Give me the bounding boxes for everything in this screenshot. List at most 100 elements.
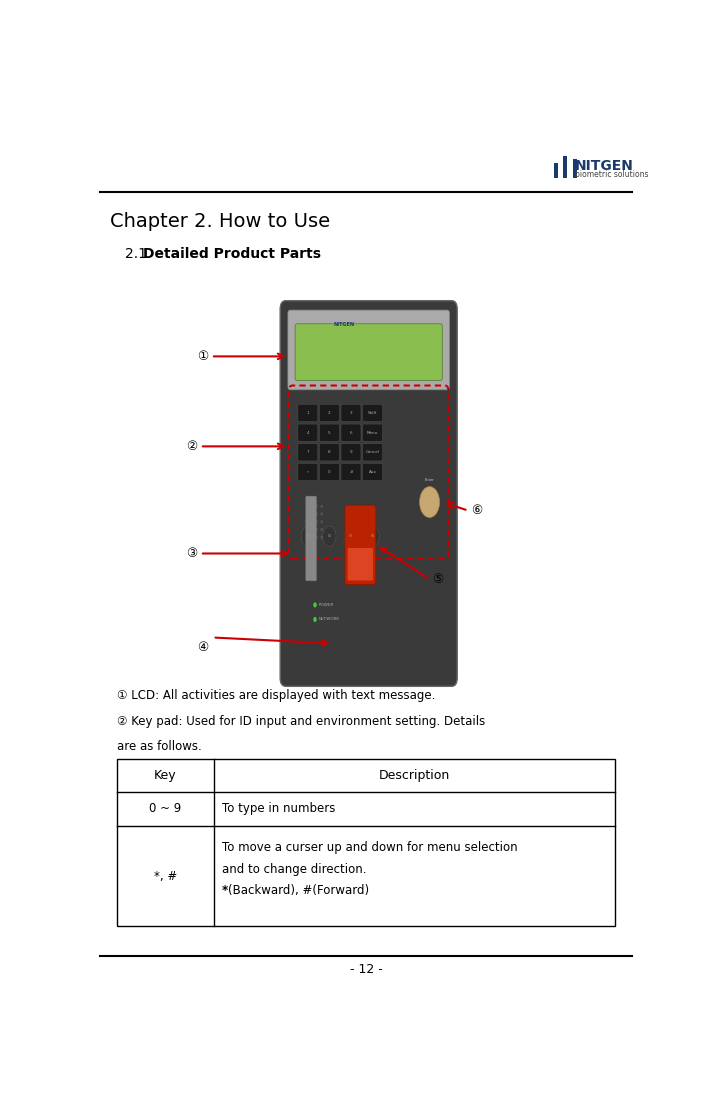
Circle shape xyxy=(311,504,313,508)
Text: Menu: Menu xyxy=(367,431,378,435)
FancyBboxPatch shape xyxy=(341,463,361,481)
Text: NITGEN: NITGEN xyxy=(575,159,634,174)
Circle shape xyxy=(301,526,314,546)
Text: 8: 8 xyxy=(328,451,331,454)
FancyBboxPatch shape xyxy=(341,404,361,422)
Circle shape xyxy=(313,602,317,608)
Text: - 12 -: - 12 - xyxy=(350,963,382,976)
FancyBboxPatch shape xyxy=(319,404,339,422)
Text: F2: F2 xyxy=(327,534,331,539)
Text: ② Key pad: Used for ID input and environment setting. Details: ② Key pad: Used for ID input and environ… xyxy=(117,715,486,728)
Bar xyxy=(554,162,558,178)
Text: POWER: POWER xyxy=(319,603,334,607)
Circle shape xyxy=(313,617,317,622)
FancyBboxPatch shape xyxy=(319,463,339,481)
FancyBboxPatch shape xyxy=(341,444,361,461)
Text: 7: 7 xyxy=(306,451,309,454)
Text: Key: Key xyxy=(154,769,176,782)
Text: 6: 6 xyxy=(350,431,352,435)
Text: Enter: Enter xyxy=(425,477,434,482)
FancyBboxPatch shape xyxy=(345,505,376,584)
Circle shape xyxy=(420,486,440,518)
FancyBboxPatch shape xyxy=(306,496,317,581)
Text: ① LCD: All activities are displayed with text message.: ① LCD: All activities are displayed with… xyxy=(117,689,436,702)
FancyBboxPatch shape xyxy=(363,463,383,481)
Circle shape xyxy=(316,512,318,515)
Text: Detailed Product Parts: Detailed Product Parts xyxy=(143,247,321,260)
FancyBboxPatch shape xyxy=(319,444,339,461)
Circle shape xyxy=(316,528,318,531)
Text: F3: F3 xyxy=(349,534,353,539)
FancyBboxPatch shape xyxy=(298,444,318,461)
Text: 0 ~ 9: 0 ~ 9 xyxy=(149,802,181,816)
FancyBboxPatch shape xyxy=(295,324,442,381)
Text: 4: 4 xyxy=(306,431,309,435)
Text: #: # xyxy=(349,470,353,474)
Circle shape xyxy=(306,504,308,508)
Text: Chapter 2. How to Use: Chapter 2. How to Use xyxy=(110,213,331,232)
FancyBboxPatch shape xyxy=(363,404,383,422)
Circle shape xyxy=(316,535,318,539)
FancyBboxPatch shape xyxy=(298,424,318,441)
Text: 5: 5 xyxy=(328,431,331,435)
Circle shape xyxy=(316,504,318,508)
FancyBboxPatch shape xyxy=(348,548,373,581)
FancyBboxPatch shape xyxy=(288,311,450,390)
Circle shape xyxy=(321,535,323,539)
Text: ④: ④ xyxy=(197,641,208,654)
Circle shape xyxy=(321,528,323,531)
Text: F4: F4 xyxy=(371,534,375,539)
Text: ①: ① xyxy=(197,349,208,363)
Text: 9: 9 xyxy=(350,451,352,454)
FancyBboxPatch shape xyxy=(341,424,361,441)
Circle shape xyxy=(306,512,308,515)
Text: 2.1: 2.1 xyxy=(125,247,151,260)
FancyBboxPatch shape xyxy=(363,424,383,441)
Circle shape xyxy=(321,504,323,508)
Circle shape xyxy=(311,512,313,515)
Text: and to change direction.: and to change direction. xyxy=(222,863,366,876)
Circle shape xyxy=(344,526,358,546)
Circle shape xyxy=(311,528,313,531)
Circle shape xyxy=(306,535,308,539)
FancyBboxPatch shape xyxy=(298,463,318,481)
Text: *: * xyxy=(222,885,228,897)
Text: 2: 2 xyxy=(328,411,331,415)
Text: *, #: *, # xyxy=(154,869,177,883)
Text: 3: 3 xyxy=(350,411,352,415)
Text: (Backward), #(Forward): (Backward), #(Forward) xyxy=(228,885,368,897)
Text: ⑥: ⑥ xyxy=(471,504,482,518)
Text: ⑤: ⑤ xyxy=(432,573,443,585)
Text: Description: Description xyxy=(378,769,450,782)
Circle shape xyxy=(306,528,308,531)
Circle shape xyxy=(311,520,313,523)
Text: Aux: Aux xyxy=(368,470,376,474)
Circle shape xyxy=(321,512,323,515)
Text: To type in numbers: To type in numbers xyxy=(222,802,336,816)
Circle shape xyxy=(311,535,313,539)
Text: 1: 1 xyxy=(306,411,309,415)
Circle shape xyxy=(306,520,308,523)
Text: 0: 0 xyxy=(328,470,331,474)
Text: *: * xyxy=(307,470,309,474)
Text: Shift: Shift xyxy=(368,411,377,415)
Text: Cancel: Cancel xyxy=(366,451,380,454)
Circle shape xyxy=(321,520,323,523)
Text: are as follows.: are as follows. xyxy=(117,740,201,754)
FancyBboxPatch shape xyxy=(363,444,383,461)
Circle shape xyxy=(323,526,336,546)
Text: biometric solutions: biometric solutions xyxy=(575,170,648,179)
Text: ③: ③ xyxy=(186,546,197,560)
Circle shape xyxy=(316,520,318,523)
Text: F1: F1 xyxy=(306,534,310,539)
FancyBboxPatch shape xyxy=(319,424,339,441)
FancyBboxPatch shape xyxy=(280,301,457,687)
Circle shape xyxy=(366,526,379,546)
Text: NITGEN: NITGEN xyxy=(333,322,354,327)
Bar xyxy=(563,156,568,178)
Text: ②: ② xyxy=(186,440,197,453)
FancyBboxPatch shape xyxy=(298,404,318,422)
Text: NETWORK: NETWORK xyxy=(319,618,340,621)
Text: To move a curser up and down for menu selection: To move a curser up and down for menu se… xyxy=(222,841,518,855)
Bar xyxy=(573,159,577,178)
